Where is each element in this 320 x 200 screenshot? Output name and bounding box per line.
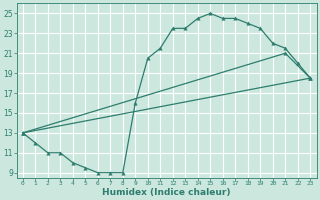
X-axis label: Humidex (Indice chaleur): Humidex (Indice chaleur)	[102, 188, 231, 197]
